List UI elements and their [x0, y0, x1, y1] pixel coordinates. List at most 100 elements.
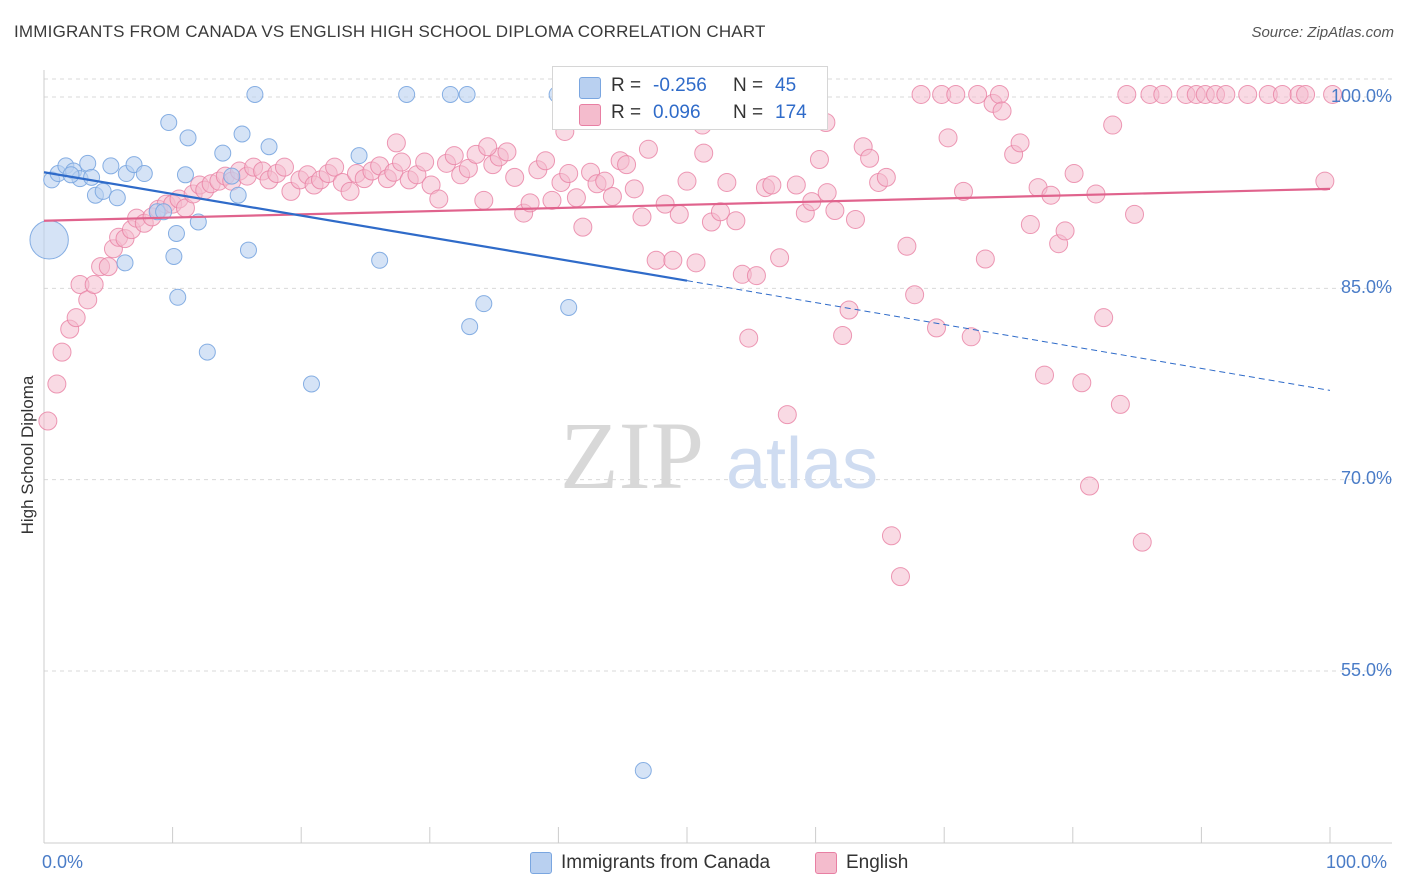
english-point: [474, 190, 494, 210]
english-point: [38, 411, 58, 431]
canada-point: [94, 182, 112, 200]
canada-point: [350, 147, 368, 165]
x-tick-label-max: 100.0%: [1326, 852, 1388, 872]
bottom-legend-english: English: [846, 852, 909, 873]
legend-r-label: R =: [611, 102, 642, 123]
legend-n-label: N =: [733, 75, 764, 96]
english-point: [663, 250, 683, 270]
english-point: [415, 152, 435, 172]
canada-trend-line: [43, 171, 688, 282]
bottom-legend-swatch-pink: [815, 852, 837, 874]
english-point: [677, 171, 697, 191]
legend-swatch-pink: [579, 104, 601, 126]
english-point: [478, 137, 498, 157]
english-point: [938, 128, 958, 148]
english-point: [770, 248, 790, 268]
legend-swatch-blue: [579, 77, 601, 99]
english-point: [1072, 373, 1092, 393]
english-point: [686, 253, 706, 273]
english-point: [833, 326, 853, 346]
english-point: [825, 201, 845, 221]
english-point: [946, 84, 966, 104]
y-tick-label: 55.0%: [1340, 660, 1392, 680]
english-point: [1238, 84, 1258, 104]
canada-point: [371, 251, 389, 269]
english-point: [876, 167, 896, 187]
english-point: [926, 318, 946, 338]
canada-point: [176, 166, 194, 184]
english-point: [566, 188, 586, 208]
english-point: [717, 172, 737, 192]
y-tick-label: 85.0%: [1340, 277, 1392, 297]
english-point: [992, 101, 1012, 121]
english-point: [890, 567, 910, 587]
english-point: [573, 217, 593, 237]
canada-point: [108, 189, 126, 207]
english-point: [1110, 394, 1130, 414]
english-point: [1125, 204, 1145, 224]
canada-point: [179, 129, 197, 147]
canada-point: [302, 375, 320, 393]
english-point: [47, 374, 67, 394]
english-point: [274, 157, 294, 177]
legend-r-value: -0.256: [653, 75, 707, 96]
canada-point: [223, 167, 241, 185]
english-point: [559, 164, 579, 184]
english-point: [1010, 133, 1030, 153]
english-point: [444, 146, 464, 166]
english-point: [1103, 115, 1123, 135]
english-point: [911, 84, 931, 104]
english-point: [646, 250, 666, 270]
english-point: [84, 275, 104, 295]
english-point: [1323, 84, 1343, 104]
english-point: [497, 142, 517, 162]
english-point: [1117, 84, 1137, 104]
english-point: [1272, 84, 1292, 104]
canada-point: [239, 241, 257, 259]
english-point: [762, 175, 782, 195]
english-point: [1035, 365, 1055, 385]
english-point: [905, 285, 925, 305]
trend-lines: [43, 171, 1331, 391]
english-points: [38, 84, 1343, 587]
english-point: [968, 84, 988, 104]
legend-n-value: 174: [775, 102, 807, 123]
canada-point: [398, 85, 416, 103]
english-point: [726, 211, 746, 231]
legend-r-label: R =: [611, 75, 642, 96]
english-point: [1315, 171, 1335, 191]
canada-point: [634, 761, 652, 779]
english-point: [624, 179, 644, 199]
english-point: [429, 189, 449, 209]
english-point: [1064, 164, 1084, 184]
english-point: [602, 186, 622, 206]
canada-point: [167, 224, 185, 242]
canada-point: [233, 125, 251, 143]
english-point: [392, 152, 412, 172]
canada-point: [458, 85, 476, 103]
english-point: [505, 167, 525, 187]
canada-point: [116, 254, 134, 272]
canada-point: [560, 298, 578, 316]
canada-point: [79, 154, 97, 172]
canada-point: [441, 85, 459, 103]
axes: [43, 70, 1392, 844]
english-point: [98, 257, 118, 277]
canada-point: [135, 165, 153, 183]
canada-point: [155, 203, 173, 221]
legend-r-value: 0.096: [653, 102, 701, 123]
english-point: [1055, 221, 1075, 241]
english-point: [881, 526, 901, 546]
english-point: [989, 84, 1009, 104]
english-point: [961, 327, 981, 347]
english-point: [1153, 84, 1173, 104]
english-point: [669, 204, 689, 224]
english-point: [595, 171, 615, 191]
canada-point: [102, 157, 120, 175]
english-point: [66, 308, 86, 328]
english-point: [1020, 215, 1040, 235]
watermark-atlas: atlas: [726, 424, 878, 504]
canada-point: [83, 168, 101, 186]
english-point: [897, 236, 917, 256]
english-point: [1080, 476, 1100, 496]
